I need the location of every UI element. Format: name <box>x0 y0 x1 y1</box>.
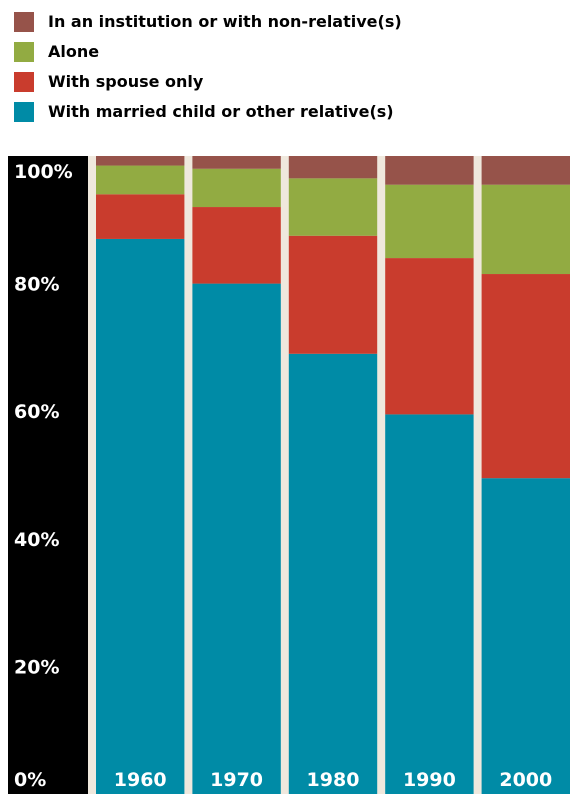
y-tick-label-20pct: 20% <box>14 656 59 678</box>
bar-segment-1960-with-married-child-or-other-relative-s <box>96 238 185 794</box>
chart-legend: In an institution or with non-relative(s… <box>14 10 564 130</box>
legend-swatch-married-child <box>14 102 34 122</box>
x-tick-label-1960: 1960 <box>114 769 167 791</box>
y-tick-label-80pct: 80% <box>14 274 59 296</box>
legend-item-spouse-only: With spouse only <box>14 70 564 94</box>
bar-segment-1960-in-an-institution-or-with-non-relative-s <box>96 156 185 166</box>
y-tick-label-40pct: 40% <box>14 529 59 551</box>
y-tick-label-0pct: 0% <box>14 769 46 791</box>
legend-label-institution: In an institution or with non-relative(s… <box>48 12 402 31</box>
y-tick-label-100pct: 100% <box>14 161 73 183</box>
bar-segment-1960-with-spouse-only <box>96 194 185 239</box>
x-tick-label-2000: 2000 <box>499 769 552 791</box>
legend-item-married-child: With married child or other relative(s) <box>14 100 564 124</box>
y-tick-label-60pct: 60% <box>14 401 59 423</box>
legend-swatch-spouse-only <box>14 72 34 92</box>
bar-segment-1990-alone <box>385 184 474 259</box>
bar-segment-1980-with-spouse-only <box>288 235 378 354</box>
bar-segment-2000-with-spouse-only <box>481 274 570 479</box>
legend-swatch-institution <box>14 12 34 32</box>
legend-swatch-alone <box>14 42 34 62</box>
bar-segment-2000-with-married-child-or-other-relative-s <box>481 478 570 794</box>
bar-segment-2000-alone <box>481 184 570 275</box>
bar-segment-1990-with-spouse-only <box>385 258 474 415</box>
legend-label-alone: Alone <box>48 42 100 61</box>
bar-segment-1990-with-married-child-or-other-relative-s <box>385 414 474 794</box>
bar-segment-2000-in-an-institution-or-with-non-relative-s <box>481 156 570 185</box>
bar-segment-1970-alone <box>192 168 281 208</box>
legend-item-institution: In an institution or with non-relative(s… <box>14 10 564 34</box>
bar-segment-1990-in-an-institution-or-with-non-relative-s <box>385 156 474 185</box>
x-tick-label-1970: 1970 <box>210 769 263 791</box>
bar-segment-1970-with-spouse-only <box>192 207 281 284</box>
legend-item-alone: Alone <box>14 40 564 64</box>
bar-segment-1970-in-an-institution-or-with-non-relative-s <box>192 156 281 169</box>
x-tick-label-1990: 1990 <box>403 769 456 791</box>
y-axis-panel <box>8 156 88 794</box>
bar-segment-1960-alone <box>96 165 185 195</box>
bar-segment-1980-in-an-institution-or-with-non-relative-s <box>288 156 378 179</box>
x-tick-label-1980: 1980 <box>307 769 360 791</box>
legend-label-spouse-only: With spouse only <box>48 72 204 91</box>
bar-segment-1970-with-married-child-or-other-relative-s <box>192 283 281 794</box>
legend-label-married-child: With married child or other relative(s) <box>48 102 394 121</box>
bar-segment-1980-alone <box>288 178 378 236</box>
bar-segment-1980-with-married-child-or-other-relative-s <box>288 353 378 794</box>
